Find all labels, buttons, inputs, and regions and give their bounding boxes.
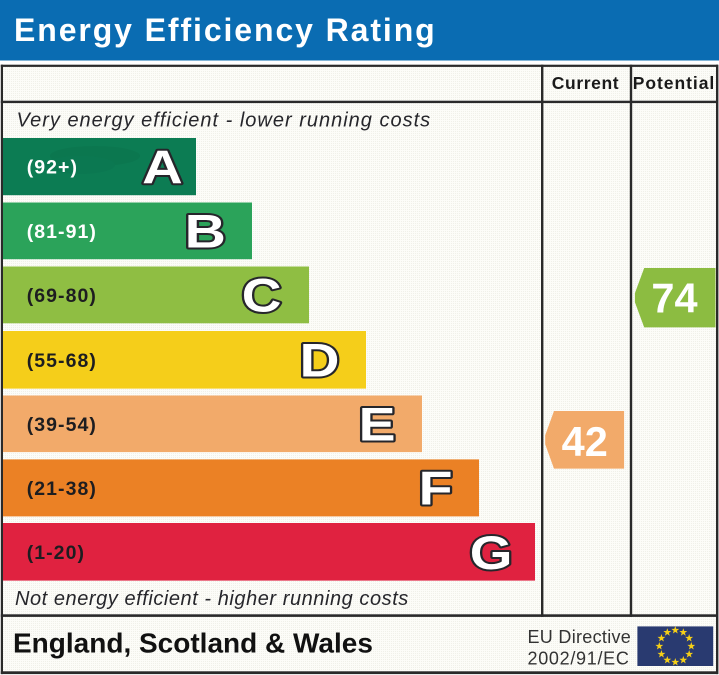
svg-text:(69-80): (69-80) [27, 285, 97, 307]
svg-text:(21-38): (21-38) [27, 478, 97, 500]
svg-text:A: A [142, 140, 183, 193]
svg-text:(92+): (92+) [27, 157, 78, 179]
svg-text:Potential: Potential [633, 73, 715, 93]
svg-text:EU Directive: EU Directive [528, 627, 632, 647]
svg-text:England, Scotland & Wales: England, Scotland & Wales [13, 628, 373, 659]
svg-text:42: 42 [562, 418, 608, 465]
svg-text:E: E [359, 398, 396, 451]
svg-text:F: F [419, 462, 453, 515]
svg-text:Not energy efficient - higher: Not energy efficient - higher running co… [15, 588, 409, 610]
svg-text:2002/91/EC: 2002/91/EC [528, 649, 630, 669]
svg-text:(1-20): (1-20) [27, 542, 85, 564]
svg-text:Energy Efficiency Rating: Energy Efficiency Rating [14, 12, 437, 48]
svg-text:Current: Current [552, 73, 619, 93]
svg-text:B: B [185, 205, 226, 258]
svg-text:(39-54): (39-54) [27, 414, 97, 436]
svg-text:C: C [242, 269, 282, 322]
svg-text:D: D [300, 334, 340, 387]
svg-text:74: 74 [651, 274, 697, 321]
svg-text:(81-91): (81-91) [27, 221, 97, 243]
svg-text:G: G [470, 526, 513, 579]
svg-text:Very energy efficient - lower: Very energy efficient - lower running co… [17, 110, 432, 132]
svg-text:(55-68): (55-68) [27, 350, 97, 372]
